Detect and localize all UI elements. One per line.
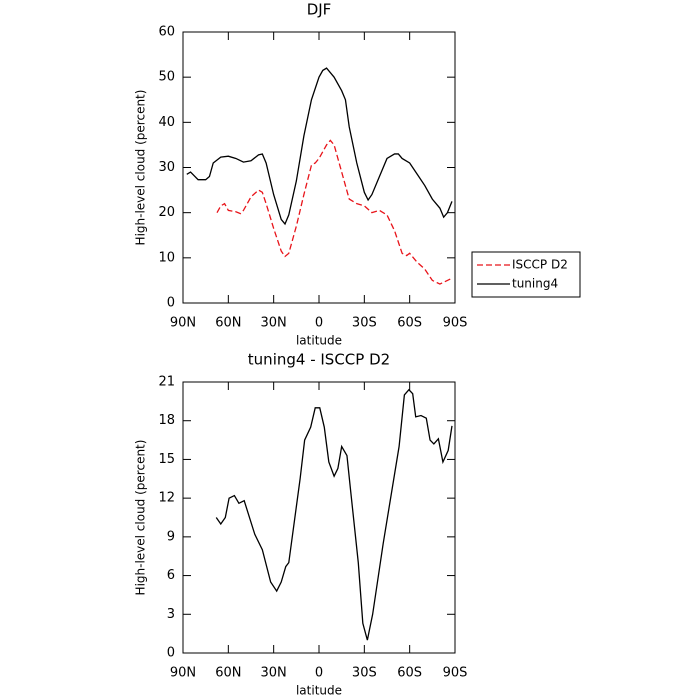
legend-label: tuning4: [512, 277, 558, 291]
chart-title: tuning4 - ISCCP D2: [248, 351, 390, 369]
x-tick-label: 60S: [397, 666, 422, 681]
x-tick-label: 90S: [443, 316, 468, 331]
y-tick-label: 0: [167, 646, 175, 661]
legend-box: [471, 251, 581, 298]
y-tick-label: 20: [158, 205, 175, 220]
x-tick-label: 60N: [215, 316, 241, 331]
y-tick-label: 40: [158, 115, 175, 130]
y-tick-label: 60: [158, 25, 175, 40]
y-tick-label: 6: [167, 568, 175, 583]
y-tick-label: 30: [158, 160, 175, 175]
x-tick-label: 30S: [352, 316, 377, 331]
x-tick-label: 0: [315, 316, 323, 331]
x-axis-label: latitude: [296, 684, 342, 698]
data-line: [216, 139, 453, 285]
x-tick-label: 90N: [170, 666, 196, 681]
y-tick-label: 21: [158, 375, 175, 390]
x-tick-label: 30N: [261, 316, 287, 331]
x-tick-label: 90S: [443, 666, 468, 681]
y-tick-label: 9: [167, 529, 175, 544]
x-axis-label: latitude: [296, 334, 342, 348]
plot-frame: [182, 31, 456, 304]
x-tick-label: 90N: [170, 316, 196, 331]
y-axis-label: High-level cloud (percent): [134, 90, 148, 246]
plot-frame: [182, 381, 456, 654]
y-tick-label: 15: [158, 452, 175, 467]
chart-title: DJF: [307, 1, 332, 19]
y-axis-label: High-level cloud (percent): [134, 440, 148, 596]
y-tick-label: 12: [158, 491, 175, 506]
x-tick-label: 30S: [352, 666, 377, 681]
y-tick-label: 50: [158, 70, 175, 85]
data-line: [215, 388, 453, 641]
y-tick-label: 3: [167, 607, 175, 622]
y-tick-label: 10: [158, 250, 175, 265]
x-tick-label: 0: [315, 666, 323, 681]
x-tick-label: 30N: [261, 666, 287, 681]
y-tick-label: 0: [167, 296, 175, 311]
x-tick-label: 60N: [215, 666, 241, 681]
legend-label: ISCCP D2: [512, 258, 568, 272]
x-tick-label: 60S: [397, 316, 422, 331]
y-tick-label: 18: [158, 413, 175, 428]
data-line: [186, 67, 453, 226]
